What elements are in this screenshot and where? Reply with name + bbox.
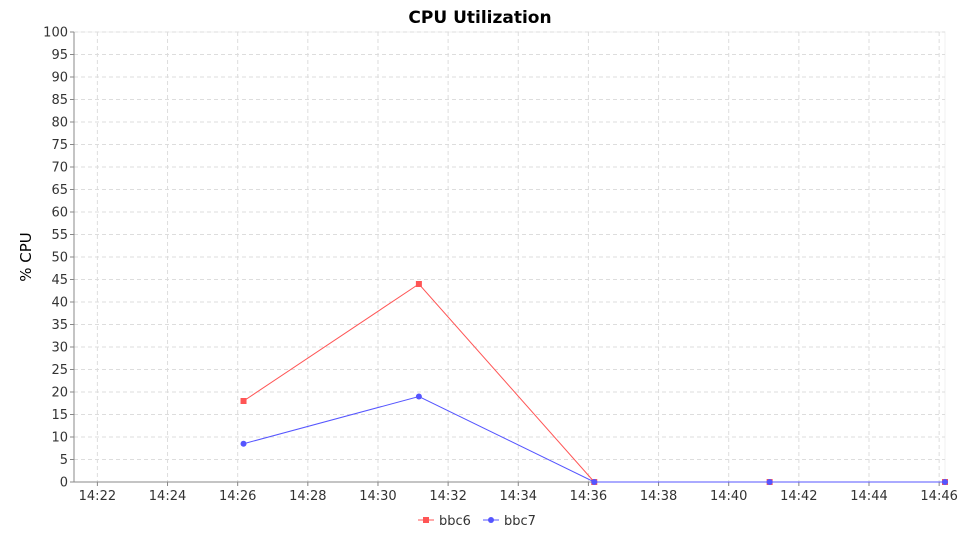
y-tick-label: 25: [51, 363, 68, 378]
data-point-bbc6: [415, 281, 422, 287]
x-tick-label: 14:42: [780, 489, 817, 504]
x-tick-label: 14:40: [710, 489, 747, 504]
x-tick-label: 14:26: [219, 489, 256, 504]
y-tick-label: 90: [51, 71, 68, 86]
x-tick-label: 14:30: [359, 489, 396, 504]
legend-marker-bbc6: [423, 517, 429, 523]
y-tick-label: 45: [51, 273, 68, 288]
legend-label-bbc7: bbc7: [504, 514, 536, 529]
y-tick-label: 80: [51, 116, 68, 131]
y-tick-label: 30: [51, 341, 68, 356]
data-point-bbc7: [591, 479, 598, 485]
y-tick-label: 70: [51, 161, 68, 176]
y-tick-label: 50: [51, 251, 68, 266]
y-tick-label: 10: [51, 431, 68, 446]
data-point-bbc7: [415, 393, 422, 400]
y-tick-label: 40: [51, 296, 68, 311]
chart-title: CPU Utilization: [408, 8, 551, 28]
y-tick-label: 5: [60, 453, 68, 468]
legend-label-bbc6: bbc6: [439, 514, 471, 529]
y-tick-label: 85: [51, 93, 68, 108]
series-layer: [240, 281, 948, 485]
data-point-bbc7: [942, 479, 948, 485]
x-tick-label: 14:38: [640, 489, 677, 504]
y-tick-label: 35: [51, 318, 68, 333]
y-tick-label: 100: [43, 26, 68, 41]
x-tick-label: 14:32: [429, 489, 466, 504]
data-point-bbc7: [766, 479, 773, 485]
y-tick-label: 65: [51, 183, 68, 198]
x-tick-label: 14:22: [79, 489, 116, 504]
x-tick-label: 14:36: [570, 489, 607, 504]
y-tick-label: 0: [60, 476, 68, 491]
data-point-bbc7: [240, 440, 247, 447]
y-tick-label: 55: [51, 228, 68, 243]
legend: bbc6 bbc7: [418, 514, 536, 529]
x-tick-label: 14:24: [149, 489, 186, 504]
x-tick-label: 14:28: [289, 489, 326, 504]
x-tick-label: 14:34: [500, 489, 537, 504]
y-tick-label: 75: [51, 138, 68, 153]
y-tick-label: 15: [51, 408, 68, 423]
y-tick-label: 95: [51, 48, 68, 63]
legend-marker-bbc7: [488, 517, 494, 523]
grid: [73, 31, 946, 483]
y-tick-label: 60: [51, 206, 68, 221]
y-tick-label: 20: [51, 386, 68, 401]
y-axis-label: % CPU: [17, 232, 35, 282]
data-point-bbc6: [240, 398, 247, 404]
x-tick-label: 14:44: [850, 489, 887, 504]
x-tick-label: 14:46: [920, 489, 957, 504]
